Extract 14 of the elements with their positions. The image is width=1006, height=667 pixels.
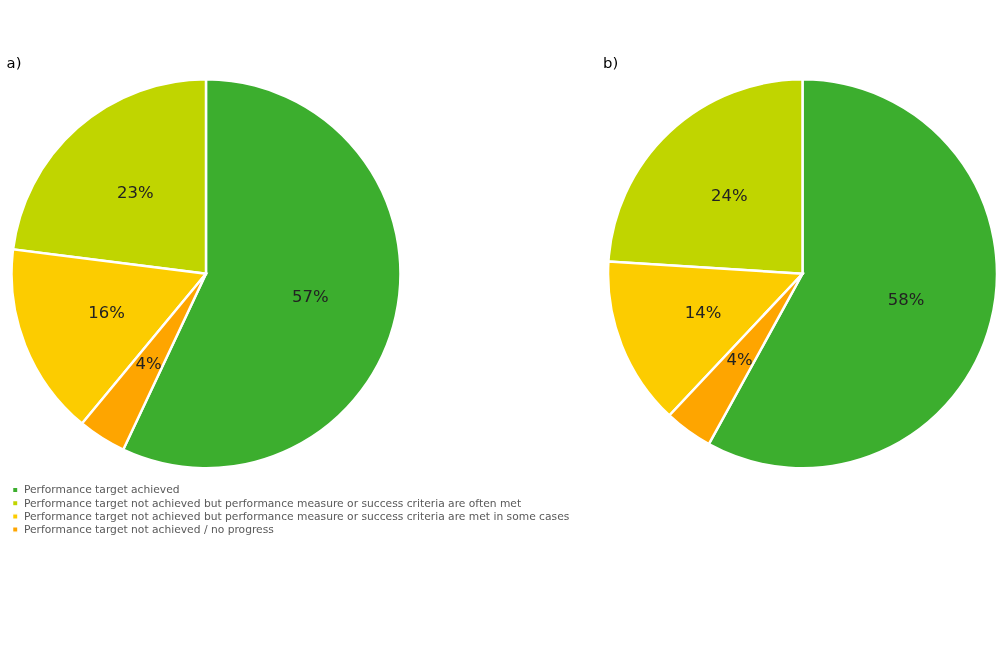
data-label: 24% bbox=[710, 185, 748, 205]
data-label: 57% bbox=[292, 287, 329, 307]
chart-title: b) bbox=[603, 53, 619, 71]
data-label: 4% bbox=[135, 353, 162, 373]
data-label: 4% bbox=[726, 350, 753, 370]
data-label: 16% bbox=[88, 303, 125, 323]
chart-title: a) bbox=[6, 53, 22, 71]
legend-label: Performance target achieved bbox=[23, 483, 180, 497]
data-label: 14% bbox=[684, 303, 722, 323]
legend-label: Performance target not achieved but performance measure or success criteria are often met bbox=[23, 496, 522, 510]
legend-label: Performance target not achieved / no progress bbox=[23, 522, 275, 536]
legend-label: Performance target not achieved but performance measure or success criteria are met in some cases bbox=[23, 509, 570, 523]
data-label: 58% bbox=[887, 290, 925, 310]
data-label: 23% bbox=[116, 183, 154, 203]
